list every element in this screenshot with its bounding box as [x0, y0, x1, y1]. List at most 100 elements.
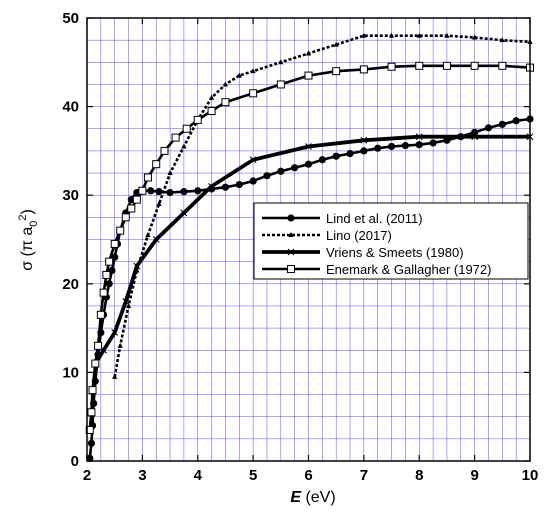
x-tick-label: 8: [415, 467, 423, 484]
data-point: [143, 173, 152, 182]
x-tick-label: 2: [83, 467, 91, 484]
data-point: [94, 341, 103, 350]
series-line: [88, 117, 531, 459]
data-point: [102, 270, 111, 279]
data-point: [291, 164, 299, 172]
data-point: [387, 142, 396, 151]
legend-entry: Lino (2017): [262, 228, 392, 243]
legend-entry: Enemark & Gallagher (1972): [262, 262, 491, 277]
x-tick-label: 9: [470, 467, 478, 484]
data-point: [127, 204, 136, 213]
x-tick-label: 6: [304, 467, 312, 484]
data-point: [498, 120, 506, 128]
data-point: [166, 188, 174, 197]
legend-label: Vriens & Smeets (1980): [326, 245, 464, 260]
data-point: [208, 94, 215, 100]
data-point: [110, 239, 119, 248]
data-point: [415, 141, 423, 149]
data-point: [235, 180, 243, 189]
legend-label: Enemark & Gallagher (1972): [326, 262, 491, 277]
legend-box: [253, 202, 529, 280]
data-point: [512, 117, 520, 125]
x-tick-label: 7: [360, 467, 368, 484]
legend: Lind et al. (2011) Lino (2017) Vriens & Sm…: [253, 202, 529, 280]
data-point: [122, 298, 130, 305]
data-point: [156, 201, 162, 207]
data-point: [472, 34, 478, 40]
data-point: [471, 128, 479, 136]
data-point: [111, 329, 119, 336]
y-tick-label: 10: [62, 364, 79, 381]
data-point: [429, 139, 437, 147]
data-point: [105, 280, 113, 288]
data-point: [133, 262, 141, 270]
data-point: [249, 156, 257, 164]
x-tick-label: 10: [522, 467, 539, 484]
y-tick-label: 50: [62, 10, 79, 27]
data-point: [249, 177, 257, 185]
series-4: [85, 61, 534, 434]
data-point: [182, 124, 191, 133]
data-point: [360, 136, 368, 144]
y-tick-label: 40: [62, 99, 79, 116]
legend-entry: Lind et al. (2011): [262, 211, 423, 226]
data-point: [499, 37, 505, 43]
data-point: [171, 133, 180, 142]
data-point: [121, 213, 130, 222]
data-point: [222, 81, 229, 87]
data-point: [167, 170, 173, 176]
data-point: [333, 41, 339, 47]
series-3: [91, 133, 534, 367]
data-point: [346, 149, 354, 158]
data-point: [194, 187, 202, 195]
data-point: [155, 188, 163, 196]
data-point: [160, 146, 169, 155]
x-tick-label: 5: [249, 467, 257, 484]
data-point: [287, 214, 295, 222]
data-point: [236, 72, 242, 78]
series-line: [88, 64, 531, 431]
data-point: [207, 107, 216, 116]
data-point: [147, 187, 155, 195]
data-point: [276, 80, 285, 89]
data-point: [288, 232, 294, 237]
x-tick-label: 4: [194, 467, 203, 484]
data-point: [471, 133, 479, 141]
x-tick-label: 3: [138, 467, 146, 484]
data-point: [86, 454, 94, 462]
data-point: [388, 32, 395, 38]
data-point: [125, 302, 132, 308]
tick-labels: 2 3 4 5 6 7 8 9 10 0 10 20 30 40 50: [62, 10, 538, 484]
data-point: [96, 310, 105, 319]
data-point: [221, 183, 230, 191]
data-point: [305, 143, 312, 150]
data-point: [193, 115, 202, 124]
data-point: [138, 186, 147, 195]
data-point: [332, 67, 341, 76]
data-point: [145, 232, 151, 238]
data-point: [401, 141, 410, 150]
data-point: [91, 359, 100, 368]
data-point: [263, 172, 271, 180]
y-tick-label: 20: [62, 276, 79, 293]
y-tick-label: 0: [71, 453, 79, 470]
data-point: [415, 133, 423, 141]
data-point: [287, 248, 295, 256]
data-point: [250, 68, 256, 74]
data-point: [374, 144, 382, 152]
data-point: [498, 61, 507, 70]
data-point: [304, 71, 313, 80]
data-point: [305, 50, 312, 56]
data-point: [181, 143, 187, 149]
data-point: [415, 61, 424, 70]
series-line: [93, 134, 530, 365]
data-point: [470, 61, 479, 70]
data-point: [221, 98, 230, 107]
data-point: [416, 32, 422, 38]
data-point: [360, 147, 368, 155]
data-point: [116, 226, 125, 235]
data-point: [287, 265, 295, 273]
data-point: [249, 89, 258, 98]
data-point: [278, 59, 284, 65]
